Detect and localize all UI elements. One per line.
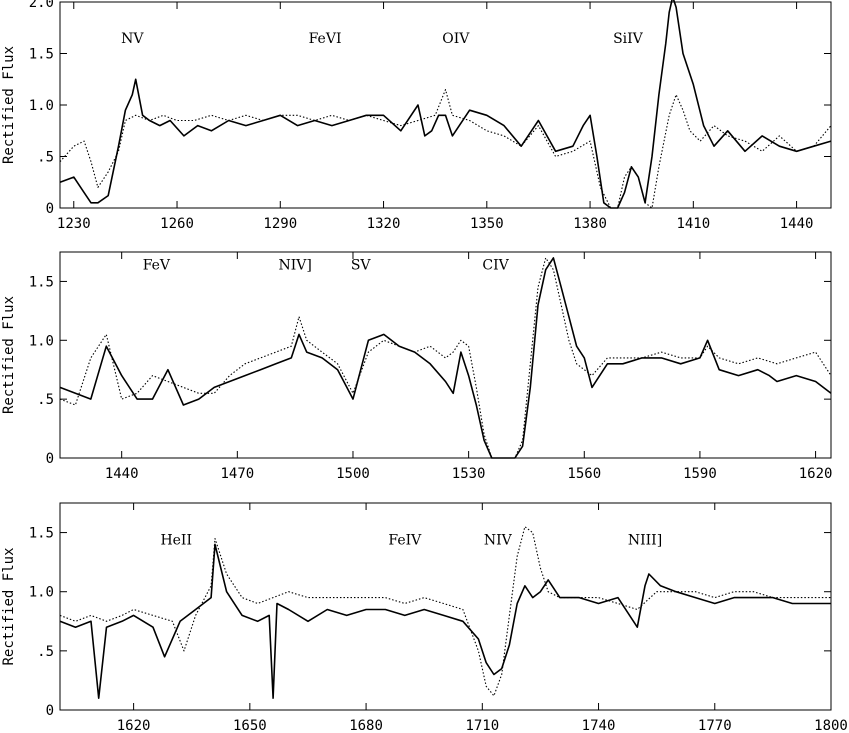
x-tick-label: 1260 [160, 216, 194, 232]
y-tick-label: .5 [37, 150, 54, 166]
x-tick-label: 1620 [799, 466, 833, 482]
y-tick-label: 1.0 [29, 585, 54, 601]
y-tick-label: 0 [46, 703, 54, 719]
spectral-line-label: FeIV [388, 532, 422, 548]
x-tick-label: 1440 [780, 216, 814, 232]
observed-spectrum-line [59, 257, 832, 459]
x-tick-label: 1530 [452, 466, 486, 482]
x-tick-label: 1500 [336, 466, 370, 482]
x-tick-label: 1470 [220, 466, 254, 482]
x-tick-label: 1650 [233, 718, 267, 733]
spectral-line-label: FeVI [309, 31, 342, 47]
panel-2: 1440 1470 1500 1530 1560 1590 1620 0 .5 1.0 1.5 Rec… [1, 251, 833, 482]
y-axis-label: Rectified Flux [1, 547, 17, 665]
spectral-line-label: NIV [484, 532, 513, 548]
y-tick-label: .5 [37, 392, 54, 408]
x-tick-label: 1350 [470, 216, 504, 232]
y-tick-label: 0 [46, 201, 54, 217]
model-spectrum-line [59, 89, 832, 209]
spectral-line-label: SiIV [613, 31, 644, 47]
spectral-line-label: SV [351, 258, 372, 274]
spectral-line-label: NIII] [628, 532, 662, 548]
observed-spectrum-line [59, 0, 832, 209]
model-spectrum-line [59, 257, 832, 459]
x-tick-label: 1740 [582, 718, 616, 733]
spectral-line-label: OIV [442, 31, 470, 47]
y-axis-label: Rectified Flux [1, 296, 17, 414]
y-tick-label: 1.5 [29, 47, 54, 63]
y-tick-label: 1.5 [29, 526, 54, 542]
x-tick-label: 1770 [698, 718, 732, 733]
y-tick-label: 1.0 [29, 333, 54, 349]
y-tick-label: 2.0 [29, 0, 54, 11]
y-tick-label: 0 [46, 451, 54, 467]
x-tick-label: 1680 [349, 718, 383, 733]
observed-spectrum-line [59, 543, 831, 700]
plot-frame [59, 251, 832, 459]
panel-3: 1620 1650 1680 1710 1740 1770 1800 0 .5 1.0 1.5 Rec… [1, 502, 848, 733]
spectral-line-label: NIV] [278, 258, 311, 274]
y-tick-label: .5 [37, 644, 54, 660]
x-tick-label: 1320 [367, 216, 401, 232]
x-tick-label: 1380 [573, 216, 607, 232]
panel-1: 1230 1260 1290 1320 1350 1380 1410 1440 0 .5 1.0 1.… [1, 0, 832, 232]
x-tick-label: 1230 [57, 216, 91, 232]
x-tick-label: 1560 [567, 466, 601, 482]
x-tick-label: 1800 [814, 718, 848, 733]
y-tick-label: 1.5 [29, 274, 54, 290]
x-tick-label: 1440 [105, 466, 139, 482]
plot-frame [59, 502, 832, 711]
x-tick-label: 1710 [465, 718, 499, 733]
spectral-line-label: HeII [160, 532, 192, 548]
x-tick-label: 1290 [263, 216, 297, 232]
spectral-line-label: NV [121, 31, 144, 47]
x-tick-label: 1410 [676, 216, 710, 232]
y-axis-label: Rectified Flux [1, 46, 17, 164]
x-tick-label: 1590 [683, 466, 717, 482]
model-spectrum-line [59, 526, 831, 697]
spectral-line-label: CIV [482, 258, 509, 274]
x-tick-label: 1620 [117, 718, 151, 733]
y-tick-label: 1.0 [29, 98, 54, 114]
spectral-line-label: FeV [143, 258, 171, 274]
